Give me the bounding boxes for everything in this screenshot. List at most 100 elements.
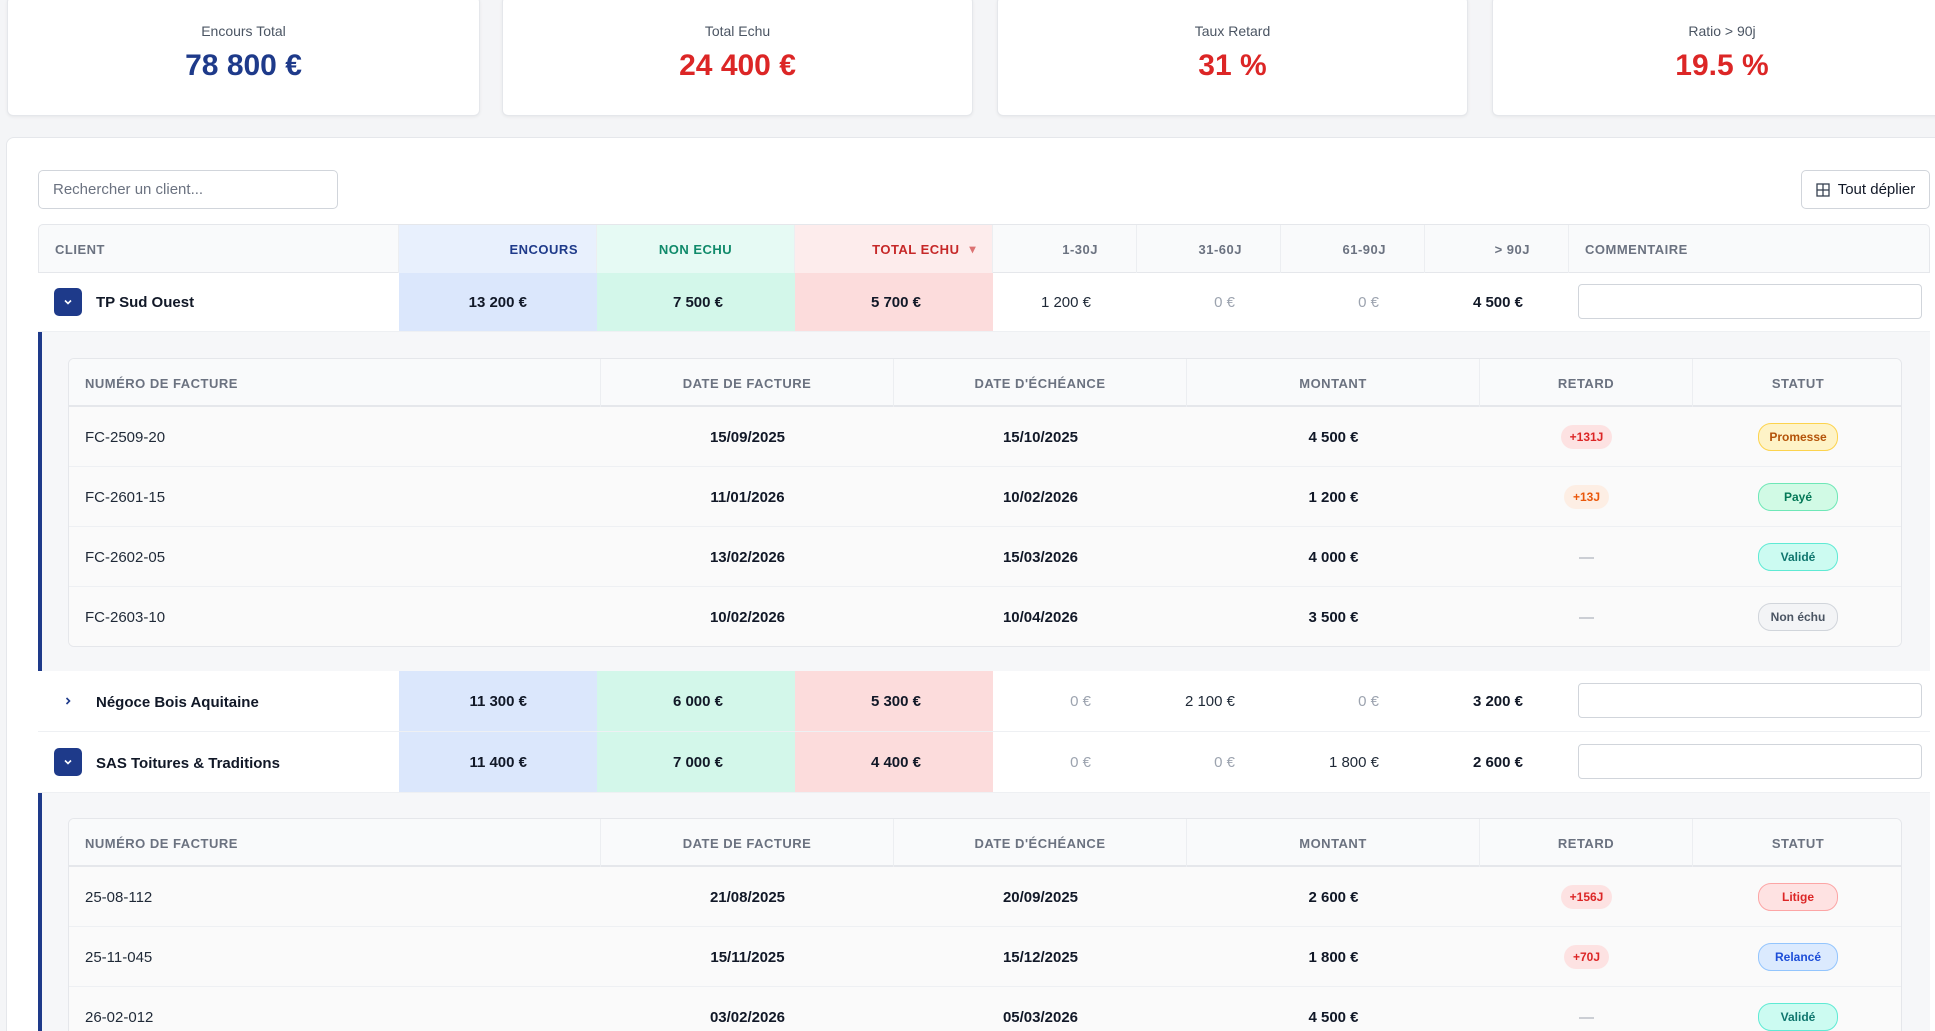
- client-row[interactable]: TP Sud Ouest 13 200 € 7 500 € 5 700 € 1 …: [38, 273, 1930, 332]
- invoice-amount: 1 200 €: [1308, 488, 1359, 506]
- kpi-bar: Encours Total 78 800 € Total Echu 24 400…: [0, 0, 1935, 118]
- invoice-row[interactable]: FC-2509-20 15/09/2025 15/10/2025 4 500 €…: [69, 407, 1901, 467]
- bucket-31-60-value: 2 100 €: [1184, 692, 1235, 710]
- col-header-montant: MONTANT: [1187, 819, 1480, 867]
- status-badge[interactable]: Non échu: [1758, 603, 1838, 631]
- invoice-due-date: 15/10/2025: [1002, 428, 1079, 446]
- invoice-delay-cell: +70J: [1480, 927, 1693, 987]
- kpi-card-total-echu: Total Echu 24 400 €: [502, 0, 973, 116]
- invoice-date: 21/08/2025: [709, 888, 786, 906]
- invoice-row[interactable]: 26-02-012 03/02/2026 05/03/2026 4 500 € …: [69, 987, 1901, 1031]
- col-header-non-echu[interactable]: NON ECHU: [597, 225, 795, 273]
- chevron-down-icon: [64, 759, 72, 765]
- expand-all-button[interactable]: Tout déplier: [1801, 170, 1930, 209]
- delay-badge: +131J: [1560, 425, 1613, 449]
- invoice-number: FC-2602-05: [85, 548, 166, 566]
- col-header-date: DATE DE FACTURE: [601, 819, 894, 867]
- bucket-1-30-value: 0 €: [1070, 692, 1091, 710]
- bucket-31-60-value: 0 €: [1214, 753, 1235, 771]
- status-badge[interactable]: Payé: [1758, 483, 1838, 511]
- invoice-status-cell: Litige: [1693, 867, 1901, 927]
- col-header-61-90j[interactable]: 61-90J: [1281, 225, 1425, 273]
- client-row[interactable]: SAS Toitures & Traditions 11 400 € 7 000…: [38, 732, 1930, 793]
- invoice-amount: 3 500 €: [1308, 608, 1359, 626]
- invoice-status-cell: Non échu: [1693, 587, 1901, 646]
- invoice-detail-panel: NUMÉRO DE FACTURE DATE DE FACTURE DATE D…: [38, 793, 1930, 1031]
- status-badge[interactable]: Relancé: [1758, 943, 1838, 971]
- col-header-encours[interactable]: ENCOURS: [399, 225, 597, 273]
- non-echu-value: 7 000 €: [597, 732, 795, 792]
- chevron-down-icon: [64, 299, 72, 305]
- invoice-row[interactable]: 25-11-045 15/11/2025 15/12/2025 1 800 € …: [69, 927, 1901, 987]
- total-echu-value: 4 400 €: [795, 732, 993, 792]
- invoice-number: 26-02-012: [85, 1008, 154, 1026]
- invoice-row[interactable]: FC-2601-15 11/01/2026 10/02/2026 1 200 €…: [69, 467, 1901, 527]
- grid-icon: [1816, 182, 1830, 197]
- invoice-table: NUMÉRO DE FACTURE DATE DE FACTURE DATE D…: [68, 358, 1902, 647]
- invoice-row[interactable]: FC-2603-10 10/02/2026 10/04/2026 3 500 €…: [69, 587, 1901, 646]
- col-header-total-echu[interactable]: TOTAL ECHU ▾: [795, 225, 993, 273]
- invoice-table-header: NUMÉRO DE FACTURE DATE DE FACTURE DATE D…: [69, 359, 1901, 407]
- delay-badge: +70J: [1563, 945, 1610, 969]
- invoice-number: FC-2601-15: [85, 488, 166, 506]
- bucket-31-60-value: 0 €: [1214, 293, 1235, 311]
- invoice-row[interactable]: 25-08-112 21/08/2025 20/09/2025 2 600 € …: [69, 867, 1901, 927]
- invoice-delay-cell: +131J: [1480, 407, 1693, 467]
- col-header-client[interactable]: CLIENT: [39, 225, 399, 273]
- bucket-61-90-value: 0 €: [1358, 692, 1379, 710]
- chevron-right-icon[interactable]: [62, 695, 74, 707]
- invoice-date: 15/09/2025: [709, 428, 786, 446]
- comment-input[interactable]: [1578, 683, 1922, 718]
- invoice-row[interactable]: FC-2602-05 13/02/2026 15/03/2026 4 000 €…: [69, 527, 1901, 587]
- kpi-label: Ratio > 90j: [1688, 23, 1756, 39]
- comment-input[interactable]: [1578, 284, 1922, 319]
- aging-table-header: CLIENT ENCOURS NON ECHU TOTAL ECHU ▾ 1-3…: [38, 224, 1930, 273]
- status-badge[interactable]: Promesse: [1758, 423, 1838, 451]
- kpi-value: 24 400 €: [679, 49, 796, 82]
- delay-badge: +156J: [1560, 885, 1613, 909]
- col-header-90j-plus[interactable]: > 90J: [1425, 225, 1569, 273]
- kpi-label: Total Echu: [704, 23, 771, 39]
- invoice-status-cell: Relancé: [1693, 927, 1901, 987]
- col-header-retard: RETARD: [1480, 819, 1693, 867]
- invoice-number: FC-2603-10: [85, 608, 166, 626]
- col-header-total-echu-label: TOTAL ECHU: [872, 241, 960, 257]
- col-header-montant: MONTANT: [1187, 359, 1480, 407]
- invoice-due-date: 15/03/2026: [1002, 548, 1079, 566]
- col-header-1-30j[interactable]: 1-30J: [993, 225, 1137, 273]
- col-header-echeance: DATE D'ÉCHÉANCE: [894, 359, 1187, 407]
- invoice-date: 03/02/2026: [709, 1008, 786, 1026]
- non-echu-value: 6 000 €: [597, 671, 795, 731]
- invoice-number: FC-2509-20: [85, 428, 166, 446]
- bucket-61-90-value: 0 €: [1358, 293, 1379, 311]
- client-search-input[interactable]: [38, 170, 338, 209]
- delay-badge: +13J: [1563, 485, 1610, 509]
- comment-input[interactable]: [1578, 744, 1922, 779]
- kpi-card-taux-retard: Taux Retard 31 %: [997, 0, 1468, 116]
- expand-all-label: Tout déplier: [1837, 181, 1916, 198]
- collapse-toggle[interactable]: [54, 288, 82, 316]
- encours-value: 13 200 €: [399, 273, 597, 331]
- kpi-value: 31 %: [1198, 49, 1267, 82]
- bucket-90-plus-value: 2 600 €: [1472, 753, 1523, 771]
- bucket-1-30-value: 0 €: [1070, 753, 1091, 771]
- bucket-90-plus-value: 3 200 €: [1472, 692, 1523, 710]
- collapse-toggle[interactable]: [54, 748, 82, 776]
- kpi-label: Taux Retard: [1194, 23, 1271, 39]
- client-name: SAS Toitures & Traditions: [96, 755, 280, 772]
- col-header-statut: STATUT: [1771, 835, 1825, 851]
- invoice-amount: 4 000 €: [1308, 548, 1359, 566]
- invoice-delay-empty: —: [1579, 1008, 1594, 1026]
- invoice-due-date: 10/02/2026: [1002, 488, 1079, 506]
- invoice-number: 25-08-112: [85, 888, 153, 906]
- bucket-61-90-value: 1 800 €: [1328, 753, 1379, 771]
- invoice-amount: 4 500 €: [1308, 1008, 1359, 1026]
- kpi-label: Encours Total: [201, 23, 286, 39]
- status-badge[interactable]: Validé: [1758, 1003, 1838, 1031]
- kpi-card-ratio-90j: Ratio > 90j 19.5 %: [1492, 0, 1935, 116]
- status-badge[interactable]: Validé: [1758, 543, 1838, 571]
- bucket-90-plus-value: 4 500 €: [1472, 293, 1523, 311]
- col-header-31-60j[interactable]: 31-60J: [1137, 225, 1281, 273]
- client-row[interactable]: Négoce Bois Aquitaine 11 300 € 6 000 € 5…: [38, 671, 1930, 732]
- status-badge[interactable]: Litige: [1758, 883, 1838, 911]
